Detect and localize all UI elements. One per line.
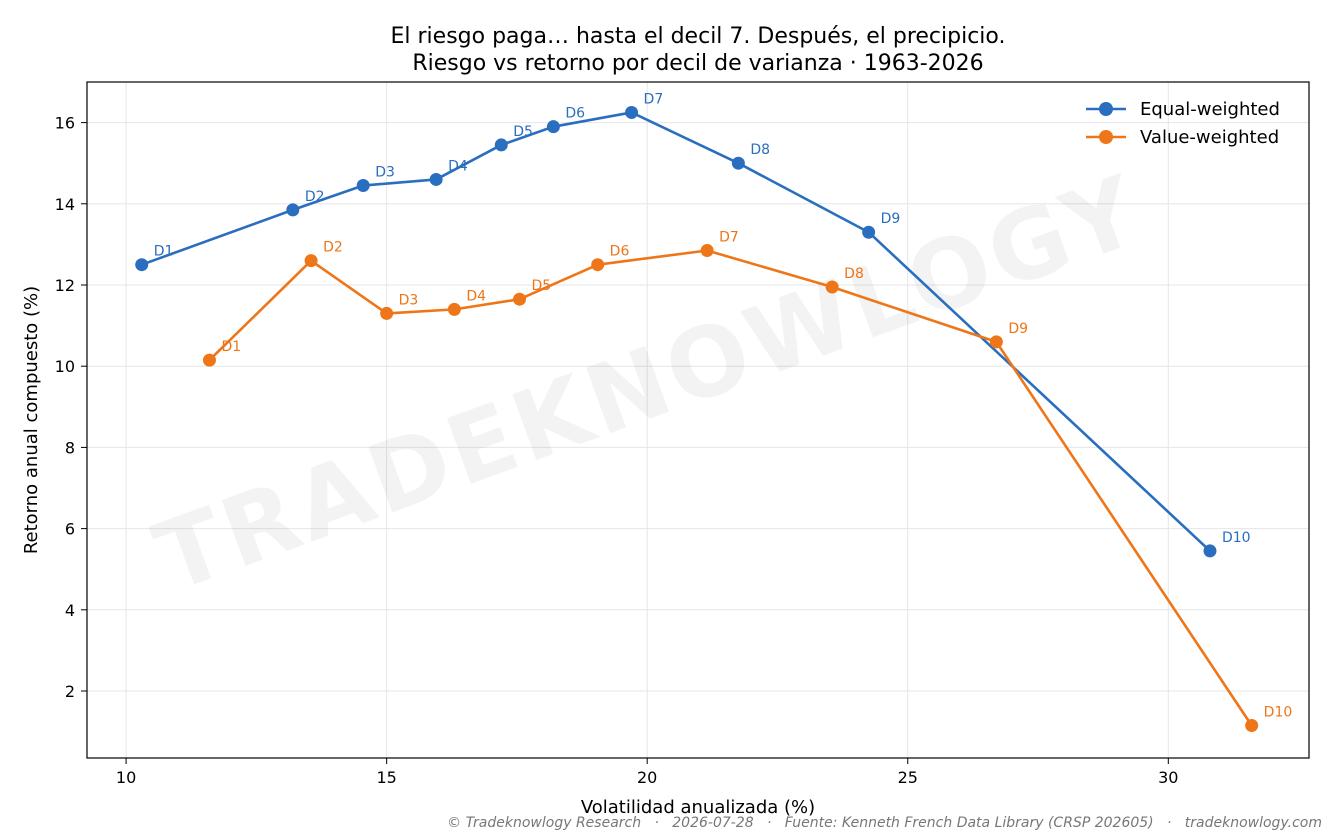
series-line xyxy=(141,111,1211,552)
data-point xyxy=(546,120,560,134)
data-point xyxy=(286,203,300,217)
series-line xyxy=(208,249,1253,727)
y-tick-label: 6 xyxy=(65,520,75,539)
point-label: D8 xyxy=(750,142,770,158)
y-tick-label: 8 xyxy=(65,438,75,457)
point-label: D5 xyxy=(532,278,552,294)
point-label: D2 xyxy=(305,189,325,205)
point-label: D3 xyxy=(375,165,395,181)
y-tick-label: 12 xyxy=(55,276,75,295)
data-point xyxy=(731,156,745,170)
data-point xyxy=(356,179,370,193)
point-label: D9 xyxy=(1008,321,1028,337)
point-label: D9 xyxy=(881,211,901,227)
legend-marker xyxy=(1099,102,1113,116)
y-tick-label: 14 xyxy=(55,195,75,214)
data-point xyxy=(202,353,216,367)
x-tick-label: 25 xyxy=(898,768,918,787)
x-axis-label: Volatilidad anualizada (%) xyxy=(581,797,815,818)
point-label: D1 xyxy=(221,339,241,355)
point-label: D6 xyxy=(610,244,630,260)
data-point xyxy=(447,302,461,316)
chart-title: El riesgo paga… hasta el decil 7. Despué… xyxy=(391,24,1006,49)
series-2: D1 D2 D3 D4 D5 D6 D7 D8 D9 D10 xyxy=(202,229,1293,733)
point-label: D2 xyxy=(323,240,343,256)
footer: © Tradeknowlogy Research · 2026-07-28 · … xyxy=(447,815,1322,831)
data-point xyxy=(380,306,394,320)
point-label: D4 xyxy=(448,158,468,174)
legend-label: Value-weighted xyxy=(1140,127,1279,148)
x-tick-label: 20 xyxy=(637,768,657,787)
data-point xyxy=(989,335,1003,349)
footer-source: Fuente: Kenneth French Data Library (CRS… xyxy=(784,815,1154,831)
data-point xyxy=(625,105,639,119)
y-tick-label: 10 xyxy=(55,357,75,376)
footer-copyright: © Tradeknowlogy Research xyxy=(447,815,642,831)
chart-subtitle: Riesgo vs retorno por decil de varianza … xyxy=(412,51,983,76)
x-tick-label: 15 xyxy=(376,768,396,787)
point-label: D1 xyxy=(154,244,174,260)
y-tick-label: 2 xyxy=(65,682,75,701)
point-label: D7 xyxy=(644,91,664,107)
point-label: D8 xyxy=(844,266,864,282)
legend-label: Equal-weighted xyxy=(1140,99,1280,120)
legend-marker xyxy=(1099,130,1113,144)
footer-date: 2026-07-28 xyxy=(672,815,754,831)
axis-ticks: 10 15 20 25 30 2 4 6 8 10 12 14 16 xyxy=(55,114,1179,787)
x-tick-label: 10 xyxy=(116,768,136,787)
y-tick-label: 4 xyxy=(65,601,75,620)
data-point xyxy=(304,254,318,268)
data-point xyxy=(862,225,876,239)
data-point xyxy=(494,138,508,152)
data-point xyxy=(591,258,605,272)
series-1: D1 D2 D3 D4 D5 D6 D7 D8 D9 D10 xyxy=(135,91,1251,558)
data-point xyxy=(135,258,149,272)
data-point xyxy=(1203,544,1217,558)
point-label: D10 xyxy=(1222,530,1251,546)
legend: Equal-weighted Value-weighted xyxy=(1086,99,1280,148)
point-label: D3 xyxy=(399,292,419,308)
data-point xyxy=(700,243,714,257)
data-point xyxy=(825,280,839,294)
data-point xyxy=(513,292,527,306)
data-point xyxy=(429,172,443,186)
y-tick-label: 16 xyxy=(55,114,75,133)
point-label: D5 xyxy=(513,124,533,140)
point-label: D10 xyxy=(1264,705,1293,721)
watermark: TRADEKNOWLOGY xyxy=(142,154,1156,615)
footer-site: tradeknowlogy.com xyxy=(1184,815,1322,831)
point-label: D6 xyxy=(565,106,585,122)
y-axis-label: Retorno anual compuesto (%) xyxy=(21,286,42,554)
point-label: D7 xyxy=(719,229,739,245)
plot-frame xyxy=(86,81,1310,759)
point-label: D4 xyxy=(466,288,486,304)
x-tick-label: 30 xyxy=(1158,768,1178,787)
data-point xyxy=(1245,719,1259,733)
